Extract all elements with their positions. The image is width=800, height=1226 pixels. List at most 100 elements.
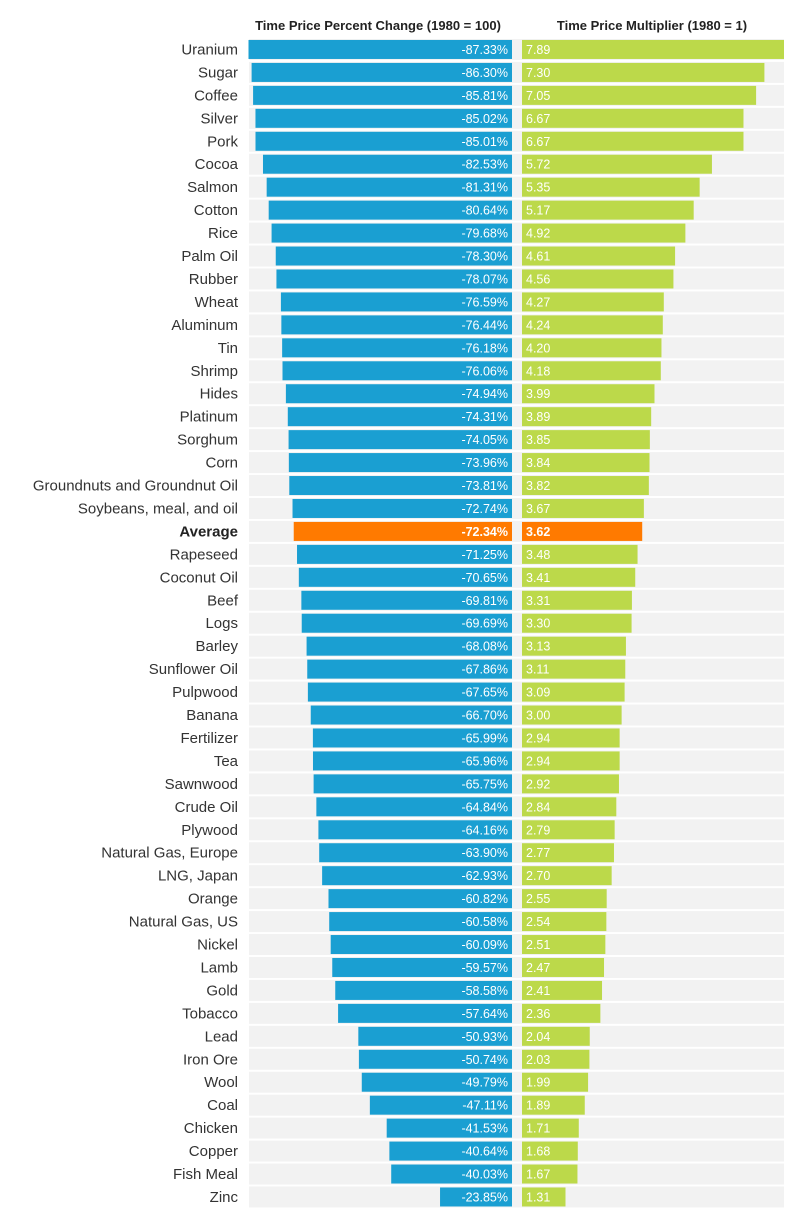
category-label: Fertilizer [180, 730, 238, 747]
pct-change-bar [318, 820, 512, 840]
pct-change-bar [319, 843, 512, 863]
multiplier-value: 3.62 [526, 525, 550, 539]
row-stripe [249, 1117, 784, 1139]
multiplier-bar [522, 131, 744, 151]
pct-change-value: -23.85% [461, 1190, 508, 1204]
pct-change-bar [316, 797, 512, 817]
category-label: Wheat [195, 294, 239, 311]
category-label: Zinc [210, 1189, 239, 1206]
multiplier-value: 6.67 [526, 135, 550, 149]
multiplier-value: 2.04 [526, 1030, 550, 1044]
pct-change-bar [307, 682, 512, 702]
multiplier-value: 3.85 [526, 433, 550, 447]
multiplier-bar [522, 292, 664, 312]
multiplier-value: 2.94 [526, 731, 550, 745]
category-label: Fish Meal [173, 1166, 238, 1183]
multiplier-bar [522, 957, 605, 977]
pct-change-value: -57.64% [461, 1007, 508, 1021]
category-label: Sunflower Oil [149, 661, 238, 678]
pct-change-bar [262, 154, 512, 174]
pct-change-value: -60.09% [461, 938, 508, 952]
multiplier-value: 3.41 [526, 571, 550, 585]
multiplier-bar [522, 246, 676, 266]
multiplier-value: 3.09 [526, 686, 550, 700]
pct-change-bar [275, 246, 512, 266]
pct-change-value: -74.05% [461, 433, 508, 447]
pct-change-value: -67.65% [461, 686, 508, 700]
pct-change-value: -63.90% [461, 846, 508, 860]
pct-change-bar [282, 338, 512, 358]
multiplier-value: 3.00 [526, 709, 550, 723]
multiplier-bar [522, 728, 620, 748]
pct-change-value: -80.64% [461, 204, 508, 218]
multiplier-bar [522, 223, 686, 243]
category-label: Rapeseed [170, 546, 238, 563]
row-stripe [249, 1025, 784, 1047]
pct-change-bar [358, 1026, 512, 1046]
pct-change-bar [282, 361, 512, 381]
pct-change-value: -40.64% [461, 1145, 508, 1159]
pct-change-value: -73.81% [461, 479, 508, 493]
multiplier-bar [522, 269, 674, 289]
multiplier-bar [522, 843, 614, 863]
multiplier-bar [522, 453, 650, 473]
category-label: Silver [200, 110, 238, 127]
pct-change-value: -71.25% [461, 548, 508, 562]
pct-change-value: -74.94% [461, 387, 508, 401]
pct-change-value: -59.57% [461, 961, 508, 975]
multiplier-bar [522, 866, 612, 886]
multiplier-bar [522, 108, 744, 128]
pct-change-bar [292, 498, 512, 518]
multiplier-value: 3.13 [526, 640, 550, 654]
multiplier-value: 3.48 [526, 548, 550, 562]
pct-change-bar [297, 544, 512, 564]
multiplier-bar [522, 177, 700, 197]
pct-change-value: -69.81% [461, 594, 508, 608]
pct-change-value: -58.58% [461, 984, 508, 998]
multiplier-value: 1.71 [526, 1122, 550, 1136]
multiplier-bar [522, 889, 607, 909]
pct-change-value: -70.65% [461, 571, 508, 585]
category-label: Lamb [200, 959, 238, 976]
multiplier-value: 2.36 [526, 1007, 550, 1021]
multiplier-value: 1.68 [526, 1145, 550, 1159]
multiplier-bar [522, 154, 712, 174]
category-label: Hides [200, 386, 238, 403]
pct-change-bar [288, 430, 512, 450]
multiplier-bar [522, 797, 617, 817]
pct-change-value: -60.82% [461, 892, 508, 906]
pct-change-bar [386, 1118, 512, 1138]
category-label: Iron Ore [183, 1051, 238, 1068]
multiplier-bar [522, 62, 765, 82]
pct-change-bar [266, 177, 512, 197]
pct-change-bar [330, 935, 512, 955]
multiplier-bar [522, 820, 615, 840]
pct-change-value: -76.59% [461, 295, 508, 309]
multiplier-bar [522, 1187, 566, 1207]
multiplier-bar [522, 980, 603, 1000]
pct-change-bar [361, 1072, 512, 1092]
category-label: Corn [205, 455, 238, 472]
multiplier-bar [522, 544, 638, 564]
row-stripe [249, 1071, 784, 1093]
row-stripe [249, 934, 784, 955]
pct-change-bar [310, 705, 512, 725]
pct-change-value: -64.16% [461, 823, 508, 837]
pct-change-bar [389, 1141, 512, 1161]
multiplier-bar [522, 774, 619, 794]
multiplier-bar [522, 682, 625, 702]
pct-change-value: -50.93% [461, 1030, 508, 1044]
multiplier-value: 2.79 [526, 823, 550, 837]
row-stripe [249, 979, 784, 1001]
category-label: Rubber [189, 271, 238, 288]
multiplier-value: 2.03 [526, 1053, 550, 1067]
row-stripe [249, 1094, 784, 1116]
multiplier-bar [522, 315, 663, 335]
multiplier-bar [522, 705, 622, 725]
pct-change-value: -41.53% [461, 1122, 508, 1136]
category-label: Wool [204, 1074, 238, 1091]
multiplier-value: 5.35 [526, 181, 550, 195]
pct-change-bar [358, 1049, 512, 1069]
category-label: Crude Oil [175, 799, 238, 816]
multiplier-bar [522, 636, 626, 656]
